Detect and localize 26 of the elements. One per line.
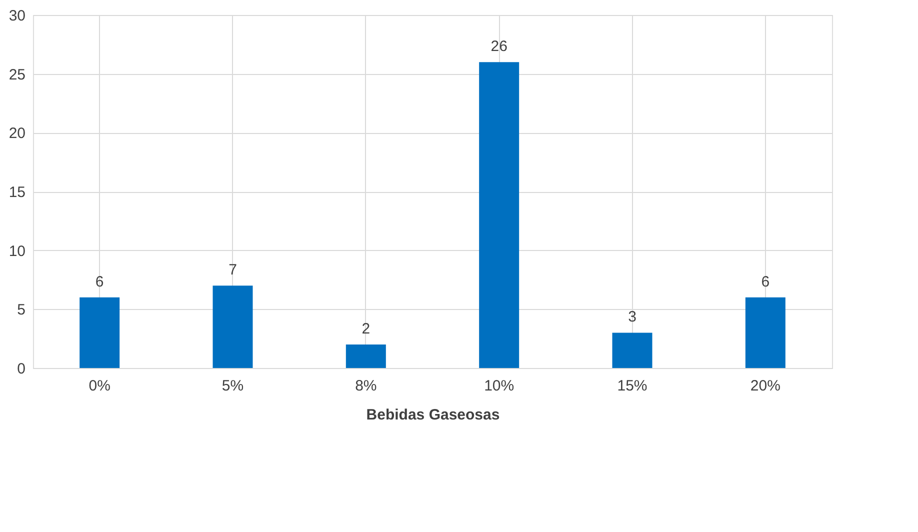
y-tick-label: 5 [17, 302, 26, 319]
y-tick-label: 0 [17, 360, 26, 378]
x-axis-title: Bebidas Gaseosas [366, 406, 500, 424]
y-tick-label: 30 [8, 8, 26, 24]
data-label: 6 [761, 273, 770, 290]
data-label: 6 [95, 273, 104, 290]
x-tick-label: 0% [88, 378, 110, 394]
data-label: 7 [228, 262, 237, 279]
data-label: 3 [628, 308, 636, 326]
bar [745, 297, 786, 368]
data-label: 26 [490, 38, 508, 56]
bar [479, 62, 520, 368]
y-tick-label: 20 [8, 125, 26, 142]
y-tick-label: 15 [8, 184, 26, 201]
x-tick-label: 5% [222, 378, 244, 394]
y-tick-label: 25 [8, 66, 26, 84]
bar [612, 332, 652, 368]
y-tick-label: 10 [8, 242, 26, 260]
bar [346, 344, 386, 368]
x-tick-label: 15% [617, 378, 648, 394]
x-tick-label: 10% [484, 378, 514, 394]
x-tick-label: 20% [750, 378, 780, 394]
bar [212, 286, 253, 368]
bar [80, 297, 120, 368]
x-tick-label: 8% [355, 378, 377, 394]
data-label: 2 [362, 320, 370, 338]
